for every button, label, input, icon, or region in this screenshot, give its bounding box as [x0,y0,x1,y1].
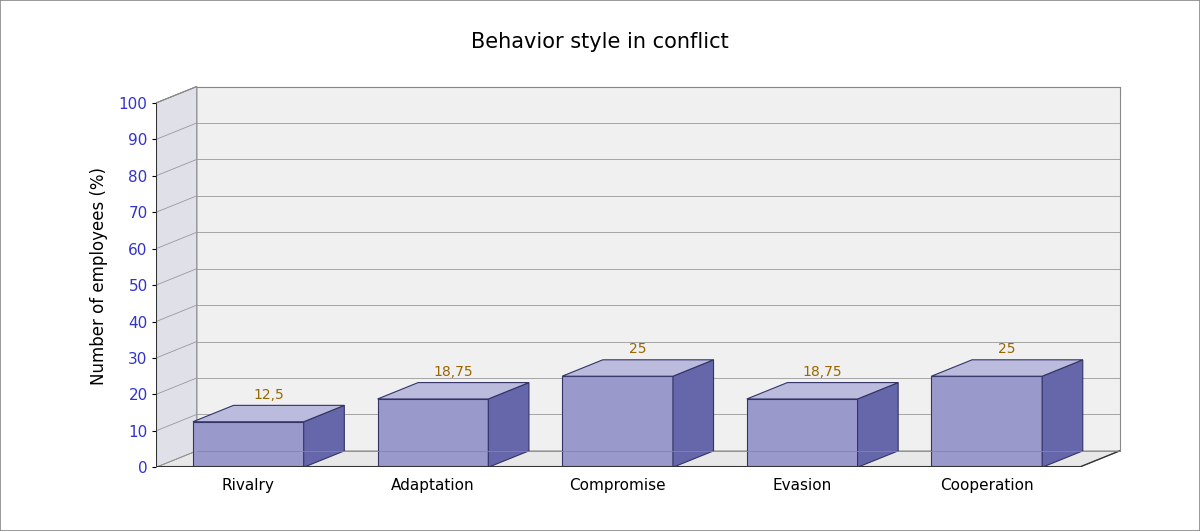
Text: 12,5: 12,5 [253,388,284,402]
Polygon shape [156,87,197,467]
Y-axis label: Number of employees (%): Number of employees (%) [90,167,108,385]
Polygon shape [746,382,898,399]
Polygon shape [156,451,1120,467]
Polygon shape [378,382,529,399]
Text: 18,75: 18,75 [433,365,473,379]
Polygon shape [562,376,673,467]
Text: 25: 25 [629,342,647,356]
Polygon shape [1042,360,1082,467]
Polygon shape [562,360,714,376]
Polygon shape [378,399,488,467]
Polygon shape [858,382,898,467]
Polygon shape [193,405,344,422]
Polygon shape [193,422,304,467]
Text: 25: 25 [998,342,1016,356]
Polygon shape [931,360,1082,376]
Polygon shape [197,87,1120,451]
Text: 18,75: 18,75 [803,365,842,379]
Polygon shape [746,399,858,467]
Text: Behavior style in conflict: Behavior style in conflict [472,32,728,52]
Polygon shape [931,376,1042,467]
Polygon shape [673,360,714,467]
Polygon shape [488,382,529,467]
Polygon shape [304,405,344,467]
